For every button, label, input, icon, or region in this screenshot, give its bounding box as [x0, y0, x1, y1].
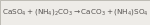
Text: $\mathrm{CaSO_4 + (NH_4)_2CO_3 \rightarrow CaCO_3 + (NH_4)SO_4}$: $\mathrm{CaSO_4 + (NH_4)_2CO_3 \rightarr…: [2, 7, 148, 17]
